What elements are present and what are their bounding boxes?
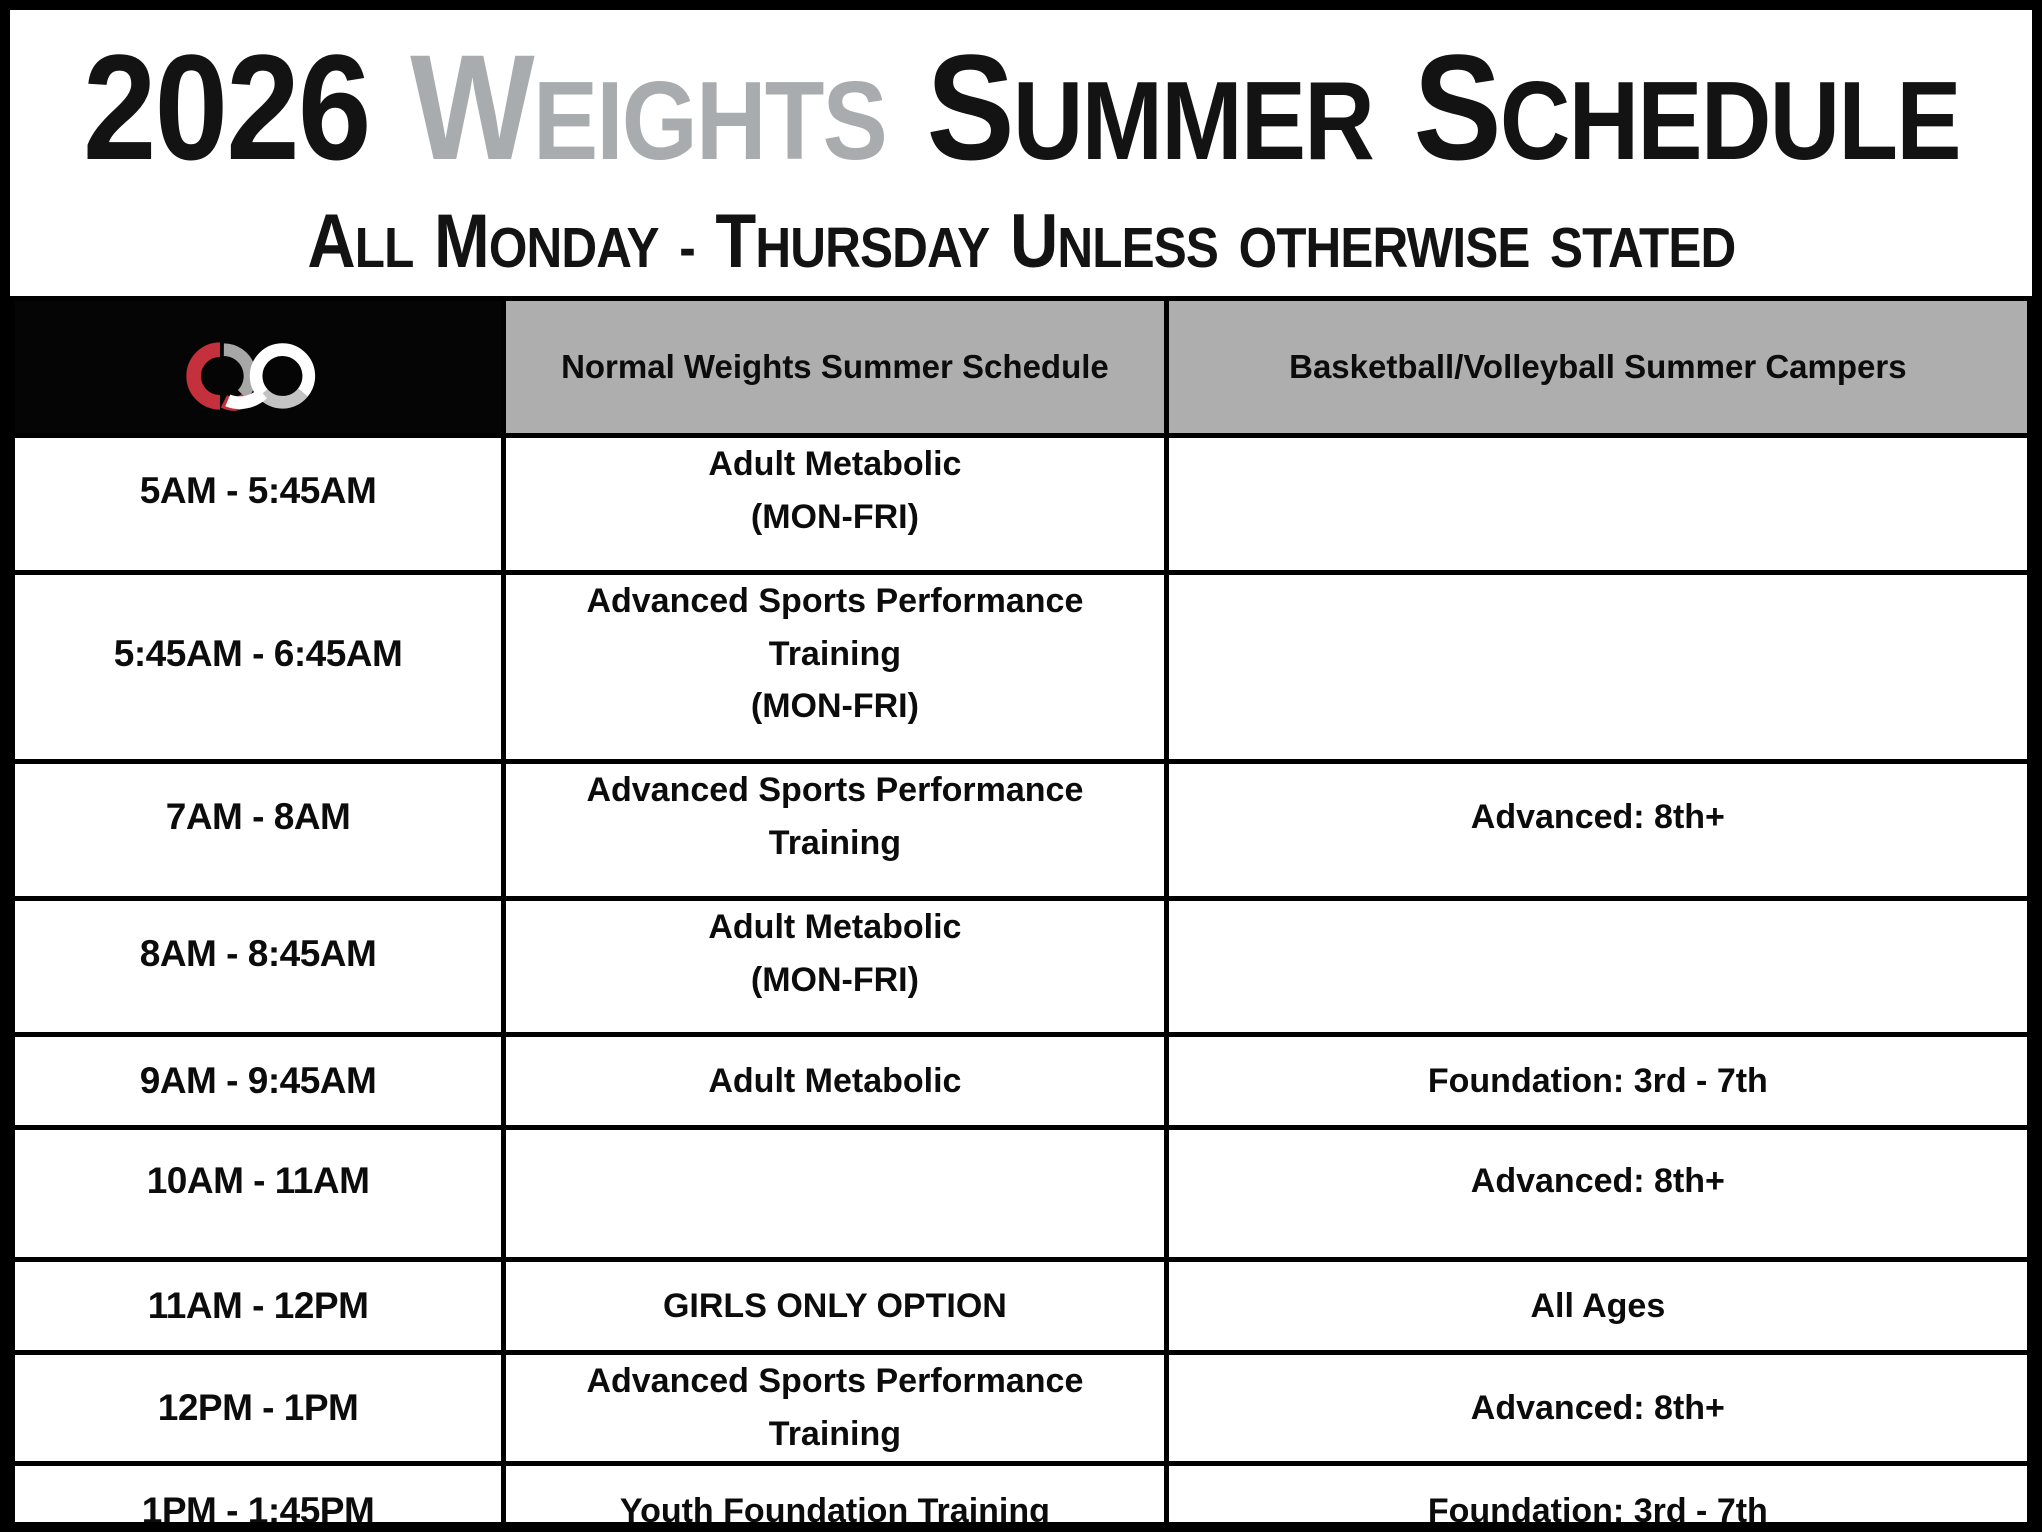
campers-cell: Advanced: 8th+ bbox=[1163, 1125, 2032, 1263]
normal-schedule-cell: GIRLS ONLY OPTION bbox=[501, 1257, 1169, 1356]
campers-cell: All Ages bbox=[1163, 1257, 2032, 1356]
normal-schedule-cell bbox=[501, 1125, 1169, 1263]
schedule-body: 5AM - 5:45AM Adult Metabolic (MON-FRI) 5:4… bbox=[10, 433, 2032, 1522]
normal-schedule-cell: Advanced Sports Performance Training bbox=[501, 759, 1169, 902]
table-row: 5AM - 5:45AM Adult Metabolic (MON-FRI) bbox=[10, 433, 2032, 575]
time-cell: 12PM - 1PM bbox=[10, 1350, 507, 1466]
campers-cell bbox=[1163, 896, 2032, 1038]
infinity-logo bbox=[186, 342, 316, 411]
campers-cell bbox=[1163, 433, 2032, 575]
campers-cell: Foundation: 3rd - 7th bbox=[1163, 1032, 2032, 1131]
time-cell: 5AM - 5:45AM bbox=[10, 433, 507, 575]
table-row: 1PM - 1:45PM Youth Foundation Training Fou… bbox=[10, 1460, 2032, 1522]
table-row: 9AM - 9:45AM Adult Metabolic Foundation: 3… bbox=[10, 1032, 2032, 1131]
time-cell: 9AM - 9:45AM bbox=[10, 1032, 507, 1131]
table-row: 11AM - 12PM GIRLS ONLY OPTION All Ages bbox=[10, 1257, 2032, 1356]
time-cell: 7AM - 8AM bbox=[10, 759, 507, 902]
normal-schedule-cell: Adult Metabolic (MON-FRI) bbox=[501, 433, 1169, 575]
normal-schedule-cell: Youth Foundation Training bbox=[501, 1460, 1169, 1522]
table-row: 5:45AM - 6:45AM Advanced Sports Performan… bbox=[10, 569, 2032, 765]
masthead: 2026 WEIGHTS SUMMER SCHEDULE ALL MONDAY … bbox=[10, 10, 2032, 296]
column-header-campers: Basketball/Volleyball Summer Campers bbox=[1163, 296, 2032, 438]
table-row: 10AM - 11AM Advanced: 8th+ bbox=[10, 1125, 2032, 1263]
campers-cell: Foundation: 3rd - 7th bbox=[1163, 1460, 2032, 1522]
campers-cell bbox=[1163, 569, 2032, 765]
normal-schedule-cell: Adult Metabolic (MON-FRI) bbox=[501, 896, 1169, 1038]
normal-schedule-cell: Adult Metabolic bbox=[501, 1032, 1169, 1131]
logo-cell bbox=[10, 296, 507, 438]
time-cell: 5:45AM - 6:45AM bbox=[10, 569, 507, 765]
normal-schedule-cell: Advanced Sports Performance Training (MO… bbox=[501, 569, 1169, 765]
time-cell: 10AM - 11AM bbox=[10, 1125, 507, 1263]
time-cell: 11AM - 12PM bbox=[10, 1257, 507, 1356]
header-row: Normal Weights Summer Schedule Basketbal… bbox=[10, 296, 2032, 438]
normal-schedule-cell: Advanced Sports Performance Training bbox=[501, 1350, 1169, 1466]
schedule-table: Normal Weights Summer Schedule Basketbal… bbox=[10, 296, 2032, 1522]
table-row: 12PM - 1PM Advanced Sports Performance Tr… bbox=[10, 1350, 2032, 1466]
table-row: 8AM - 8:45AM Adult Metabolic (MON-FRI) bbox=[10, 896, 2032, 1038]
campers-cell: Advanced: 8th+ bbox=[1163, 1350, 2032, 1466]
page-title: 2026 WEIGHTS SUMMER SCHEDULE bbox=[82, 23, 1962, 191]
column-header-normal-schedule: Normal Weights Summer Schedule bbox=[501, 296, 1169, 438]
campers-cell: Advanced: 8th+ bbox=[1163, 759, 2032, 902]
table-row: 7AM - 8AM Advanced Sports Performance Tra… bbox=[10, 759, 2032, 902]
page-subtitle: ALL MONDAY - THURSDAY UNLESS OTHERWISE S… bbox=[306, 199, 1736, 284]
time-cell: 8AM - 8:45AM bbox=[10, 896, 507, 1038]
time-cell: 1PM - 1:45PM bbox=[10, 1460, 507, 1522]
